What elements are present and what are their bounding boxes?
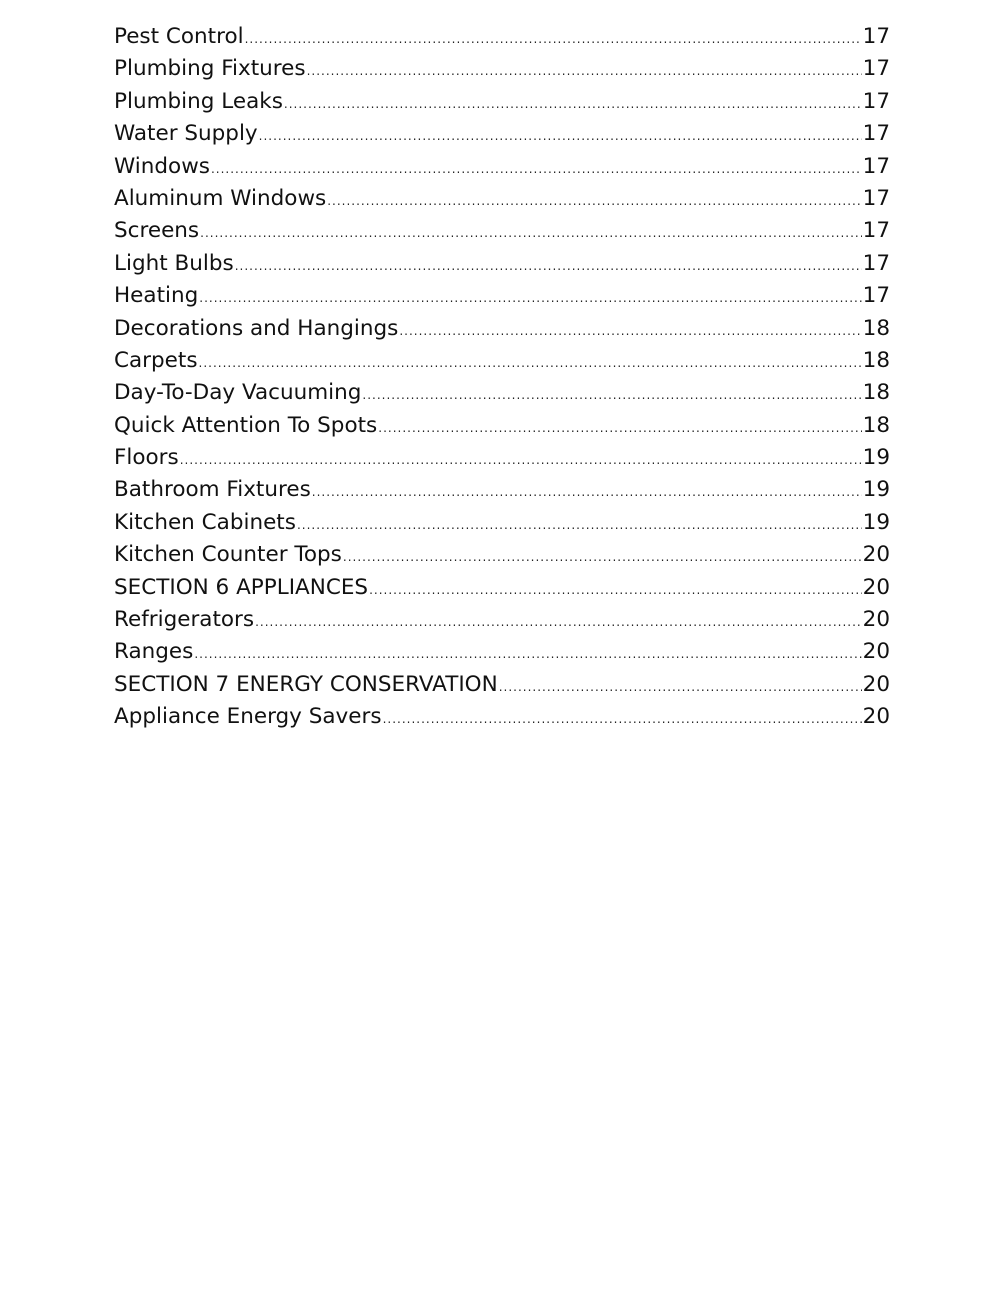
toc-entry-page: 20 [862, 704, 890, 730]
dot-leader [199, 347, 862, 379]
toc-entry: Water Supply 17 [114, 118, 890, 150]
toc-entry-page: 18 [862, 412, 890, 438]
toc-entry: Day-To-Day Vacuuming 18 [114, 377, 890, 409]
toc-entry: SECTION 7 ENERGY CONSERVATION 20 [114, 669, 890, 701]
dot-leader [369, 574, 862, 606]
toc-entry: Plumbing Fixtures 17 [114, 53, 890, 85]
toc-entry-page: 17 [862, 218, 890, 244]
toc-entry-title: Carpets [114, 347, 198, 373]
dot-leader [259, 120, 862, 152]
dot-leader [343, 541, 862, 573]
toc-entry-page: 20 [862, 671, 890, 697]
toc-entry-title: Quick Attention To Spots [114, 412, 378, 438]
toc-entry-title: Decorations and Hangings [114, 315, 399, 341]
toc-entry-page: 17 [862, 56, 890, 82]
toc-entry: Kitchen Cabinets 19 [114, 507, 890, 539]
toc-entry: Bathroom Fixtures 19 [114, 474, 890, 506]
toc-entry-page: 17 [862, 185, 890, 211]
toc-entry-title: Kitchen Counter Tops [114, 542, 342, 568]
toc-entry: Carpets 18 [114, 345, 890, 377]
dot-leader [499, 671, 862, 703]
toc-entry-title: Kitchen Cabinets [114, 509, 296, 535]
toc-entry-title: Floors [114, 445, 179, 471]
table-of-contents: Pest Control17Plumbing Fixtures17Plumbin… [114, 21, 890, 734]
dot-leader [211, 153, 862, 185]
toc-entry: Pest Control 17 [114, 21, 890, 53]
toc-entry: Decorations and Hangings 18 [114, 313, 890, 345]
toc-entry: Quick Attention To Spots 18 [114, 410, 890, 442]
dot-leader [180, 444, 862, 476]
toc-entry-title: Aluminum Windows [114, 185, 327, 211]
toc-entry-page: 17 [862, 88, 890, 114]
toc-entry: Screens 17 [114, 215, 890, 247]
dot-leader [255, 606, 862, 638]
toc-entry-page: 20 [862, 607, 890, 633]
toc-entry-page: 20 [862, 574, 890, 600]
dot-leader [312, 476, 862, 508]
toc-entry-title: Windows [114, 153, 210, 179]
toc-entry: Kitchen Counter Tops 20 [114, 539, 890, 571]
toc-entry: Aluminum Windows 17 [114, 183, 890, 215]
toc-entry: Plumbing Leaks 17 [114, 86, 890, 118]
toc-entry-page: 18 [862, 380, 890, 406]
toc-entry: Heating 17 [114, 280, 890, 312]
toc-entry-page: 17 [862, 283, 890, 309]
toc-entry-title: Pest Control [114, 24, 244, 49]
dot-leader [362, 379, 861, 411]
toc-entry-title: SECTION 7 ENERGY CONSERVATION [114, 671, 498, 697]
toc-entry-title: Plumbing Fixtures [114, 56, 306, 82]
toc-entry-page: 20 [862, 639, 890, 665]
dot-leader [284, 88, 862, 120]
toc-entry-page: 18 [862, 347, 890, 373]
toc-entry-page: 17 [862, 121, 890, 147]
toc-entry: Floors 19 [114, 442, 890, 474]
toc-entry-title: SECTION 6 APPLIANCES [114, 574, 369, 600]
toc-entry-page: 17 [862, 250, 890, 276]
toc-entry: Light Bulbs 17 [114, 248, 890, 280]
toc-entry-title: Light Bulbs [114, 250, 234, 276]
toc-entry-page: 17 [862, 24, 890, 49]
toc-entry: Refrigerators 20 [114, 604, 890, 636]
toc-entry-page: 19 [862, 445, 890, 471]
toc-entry: Windows 17 [114, 151, 890, 183]
dot-leader [200, 217, 862, 249]
toc-entry-title: Screens [114, 218, 200, 244]
dot-leader [199, 282, 861, 314]
toc-entry-title: Day-To-Day Vacuuming [114, 380, 362, 406]
dot-leader [297, 509, 862, 541]
dot-leader [378, 412, 861, 444]
dot-leader [245, 23, 862, 55]
dot-leader [235, 250, 862, 282]
toc-entry-page: 19 [862, 477, 890, 503]
toc-entry-title: Water Supply [114, 121, 258, 147]
toc-entry-title: Bathroom Fixtures [114, 477, 311, 503]
toc-entry-title: Plumbing Leaks [114, 88, 283, 114]
toc-entry: Appliance Energy Savers 20 [114, 701, 890, 733]
toc-entry-title: Appliance Energy Savers [114, 704, 382, 730]
dot-leader [327, 185, 861, 217]
dot-leader [307, 55, 862, 87]
toc-entry-page: 18 [862, 315, 890, 341]
dot-leader [194, 638, 861, 670]
toc-entry-title: Refrigerators [114, 607, 255, 633]
toc-entry-title: Heating [114, 283, 199, 309]
toc-entry-page: 20 [862, 542, 890, 568]
toc-entry: Ranges 20 [114, 636, 890, 668]
toc-entry: SECTION 6 APPLIANCES 20 [114, 572, 890, 604]
toc-entry-title: Ranges [114, 639, 194, 665]
dot-leader [383, 703, 862, 735]
dot-leader [399, 315, 861, 347]
toc-entry-page: 19 [862, 509, 890, 535]
toc-entry-page: 17 [862, 153, 890, 179]
